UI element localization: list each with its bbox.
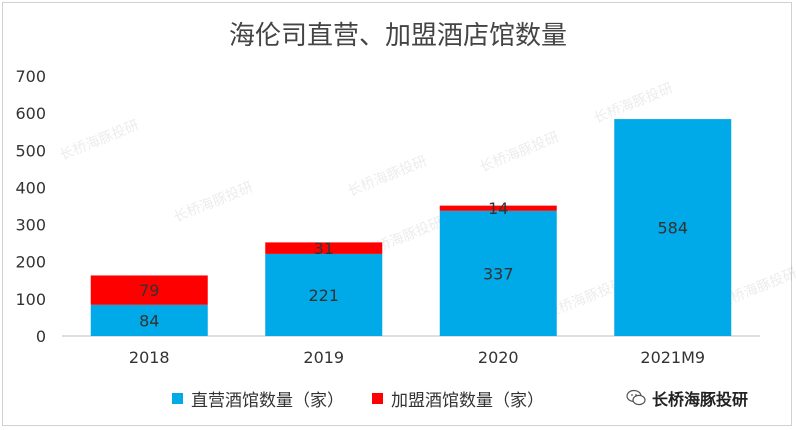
- data-label-direct-2019: 221: [308, 286, 339, 305]
- legend-item-direct: 直营酒馆数量（家）: [172, 386, 344, 411]
- x-tick-label-2019: 2019: [303, 348, 344, 367]
- y-tick-label: 0: [36, 327, 46, 346]
- y-tick-label: 600: [15, 104, 46, 123]
- wechat-icon: [626, 389, 646, 406]
- bar-direct-2021M9: [614, 119, 732, 336]
- legend-item-franchise: 加盟酒馆数量（家）: [372, 386, 544, 411]
- x-tick-label-2021M9: 2021M9: [640, 348, 705, 367]
- y-tick-label: 200: [15, 253, 46, 272]
- legend-swatch-direct: [172, 392, 183, 404]
- x-tick-label-2020: 2020: [478, 348, 519, 367]
- watermark-text: 长桥海豚投研: [478, 129, 562, 175]
- bar-franchise-2019: [265, 242, 383, 254]
- data-label-franchise-2020: 14: [488, 199, 508, 218]
- legend-label-direct: 直营酒馆数量（家）: [191, 390, 344, 411]
- legend-label-franchise: 加盟酒馆数量（家）: [391, 390, 544, 411]
- y-tick-label: 400: [15, 178, 46, 197]
- data-label-direct-2018: 84: [139, 311, 159, 330]
- y-axis: 0 100 200 300 400 500 600 700: [15, 67, 46, 346]
- watermark-text: 长桥海豚投研: [172, 179, 256, 225]
- bar-direct-2019: [265, 253, 383, 336]
- bar-direct-2020: [439, 210, 557, 336]
- brand-text: 长桥海豚投研: [652, 390, 749, 409]
- chart-title: 海伦司直营、加盟酒店馆数量: [229, 21, 567, 51]
- y-tick-label: 300: [15, 216, 46, 235]
- y-tick-label: 500: [15, 141, 46, 160]
- watermark-text: 长桥海豚投研: [346, 153, 430, 199]
- chart-frame: [2, 2, 792, 426]
- x-tick-label-2018: 2018: [129, 348, 170, 367]
- data-label-franchise-2018: 79: [139, 281, 159, 300]
- data-label-franchise-2019: 31: [314, 239, 334, 258]
- bar-franchise-2018: [90, 275, 208, 305]
- y-tick-label: 100: [15, 290, 46, 309]
- bar-franchise-2020: [439, 205, 557, 211]
- y-tick-label: 700: [15, 67, 46, 86]
- watermark-text: 长桥海豚投研: [58, 117, 142, 163]
- data-labels-layer: 84 79 221 31 337 14 584: [139, 199, 688, 330]
- legend: 直营酒馆数量（家） 加盟酒馆数量（家）: [172, 386, 572, 411]
- bars-layer: [90, 119, 732, 336]
- bar-direct-2018: [90, 304, 208, 336]
- data-label-direct-2020: 337: [483, 264, 514, 283]
- data-label-direct-2021M9: 584: [657, 219, 688, 238]
- legend-swatch-franchise: [372, 392, 383, 404]
- brand-badge: 长桥海豚投研: [626, 387, 748, 409]
- x-axis: 2018 2019 2020 2021M9: [129, 348, 705, 367]
